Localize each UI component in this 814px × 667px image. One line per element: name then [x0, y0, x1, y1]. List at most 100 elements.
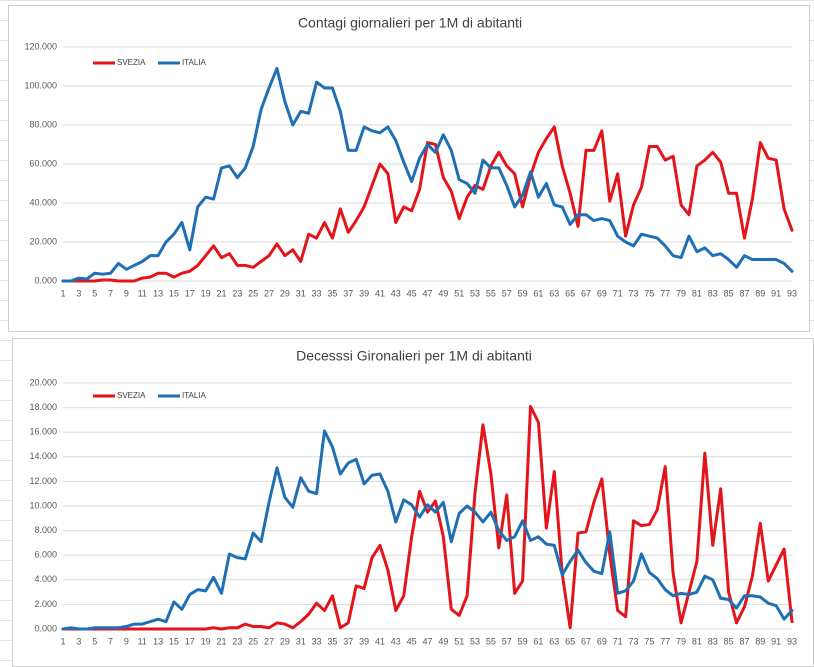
x-tick-label: 9: [124, 636, 129, 646]
x-tick-label: 65: [565, 288, 575, 298]
y-tick-label: 40.000: [29, 197, 57, 207]
x-tick-label: 23: [232, 636, 242, 646]
x-tick-label: 51: [454, 636, 464, 646]
x-tick-label: 63: [549, 636, 559, 646]
x-tick-label: 29: [280, 636, 290, 646]
x-tick-label: 39: [359, 288, 369, 298]
x-tick-label: 41: [375, 288, 385, 298]
x-tick-label: 43: [391, 288, 401, 298]
x-tick-label: 79: [676, 636, 686, 646]
x-tick-label: 59: [518, 636, 528, 646]
x-tick-label: 31: [296, 636, 306, 646]
x-tick-label: 55: [486, 288, 496, 298]
x-tick-label: 85: [724, 636, 734, 646]
y-tick-label: 12.000: [29, 476, 57, 486]
y-tick-label: 20.000: [29, 236, 57, 246]
x-tick-label: 31: [296, 288, 306, 298]
x-tick-label: 93: [787, 636, 797, 646]
y-tick-label: 100.000: [24, 80, 57, 90]
x-tick-label: 55: [486, 636, 496, 646]
x-tick-label: 71: [613, 288, 623, 298]
series-line: [61, 125, 794, 283]
x-tick-label: 35: [327, 636, 337, 646]
x-tick-label: 27: [264, 288, 274, 298]
y-tick-label: 18.000: [29, 402, 57, 412]
x-tick-label: 9: [124, 288, 129, 298]
x-tick-label: 33: [312, 288, 322, 298]
x-tick-label: 37: [343, 636, 353, 646]
x-tick-label: 57: [502, 288, 512, 298]
x-tick-label: 89: [755, 636, 765, 646]
x-tick-label: 73: [629, 288, 639, 298]
x-tick-label: 1: [60, 636, 65, 646]
legend-label: ITALIA: [182, 391, 207, 400]
x-tick-label: 15: [169, 636, 179, 646]
chart-title: Decesssi Gironalieri per 1M di abitanti: [296, 348, 532, 364]
x-tick-label: 81: [692, 636, 702, 646]
x-tick-label: 53: [470, 636, 480, 646]
x-tick-label: 57: [502, 636, 512, 646]
x-tick-label: 53: [470, 288, 480, 298]
y-tick-label: 60.000: [29, 158, 57, 168]
y-tick-label: 4.000: [34, 574, 57, 584]
legend-label: ITALIA: [182, 58, 207, 67]
x-tick-label: 1: [60, 288, 65, 298]
x-tick-label: 87: [739, 288, 749, 298]
x-tick-label: 39: [359, 636, 369, 646]
x-tick-label: 85: [724, 288, 734, 298]
y-tick-label: 20.000: [29, 377, 57, 387]
x-tick-label: 19: [201, 288, 211, 298]
y-tick-label: 14.000: [29, 451, 57, 461]
x-tick-label: 79: [676, 288, 686, 298]
x-tick-label: 11: [138, 288, 147, 298]
x-tick-label: 7: [108, 636, 113, 646]
series-line: [61, 404, 794, 631]
x-tick-label: 75: [644, 288, 654, 298]
x-tick-label: 7: [108, 288, 113, 298]
x-tick-label: 61: [533, 636, 543, 646]
x-tick-label: 29: [280, 288, 290, 298]
legend-label: SVEZIA: [117, 391, 146, 400]
x-tick-label: 49: [438, 288, 448, 298]
x-tick-label: 43: [391, 636, 401, 646]
x-tick-label: 13: [153, 636, 163, 646]
x-tick-label: 21: [216, 288, 226, 298]
y-tick-label: 8.000: [34, 525, 57, 535]
x-tick-label: 91: [771, 288, 781, 298]
x-tick-label: 35: [327, 288, 337, 298]
x-tick-label: 71: [613, 636, 623, 646]
x-tick-label: 91: [771, 636, 781, 646]
y-tick-label: 2.000: [34, 599, 57, 609]
x-tick-label: 67: [581, 288, 591, 298]
x-tick-label: 83: [708, 288, 718, 298]
y-tick-label: 0.000: [34, 275, 57, 285]
x-tick-label: 69: [597, 288, 607, 298]
x-tick-label: 49: [438, 636, 448, 646]
x-tick-label: 87: [739, 636, 749, 646]
x-tick-label: 93: [787, 288, 797, 298]
legend-label: SVEZIA: [117, 58, 146, 67]
x-tick-label: 3: [76, 288, 81, 298]
x-tick-label: 61: [533, 288, 543, 298]
x-tick-label: 37: [343, 288, 353, 298]
y-tick-label: 120.000: [24, 41, 57, 51]
y-tick-label: 0.000: [34, 623, 57, 633]
chart: Decesssi Gironalieri per 1M di abitanti 0…: [12, 338, 814, 667]
x-tick-label: 15: [169, 288, 179, 298]
x-tick-label: 69: [597, 636, 607, 646]
x-tick-label: 23: [232, 288, 242, 298]
x-tick-label: 73: [629, 636, 639, 646]
x-tick-label: 77: [660, 288, 670, 298]
chart: Contagi giornalieri per 1M di abitanti 0.…: [8, 5, 810, 332]
y-tick-label: 16.000: [29, 427, 57, 437]
x-tick-label: 67: [581, 636, 591, 646]
x-tick-label: 11: [138, 636, 147, 646]
x-tick-label: 83: [708, 636, 718, 646]
x-tick-label: 21: [216, 636, 226, 646]
x-tick-label: 3: [76, 636, 81, 646]
x-tick-label: 65: [565, 636, 575, 646]
x-tick-label: 47: [422, 288, 432, 298]
x-tick-label: 59: [518, 288, 528, 298]
x-tick-label: 17: [185, 288, 195, 298]
